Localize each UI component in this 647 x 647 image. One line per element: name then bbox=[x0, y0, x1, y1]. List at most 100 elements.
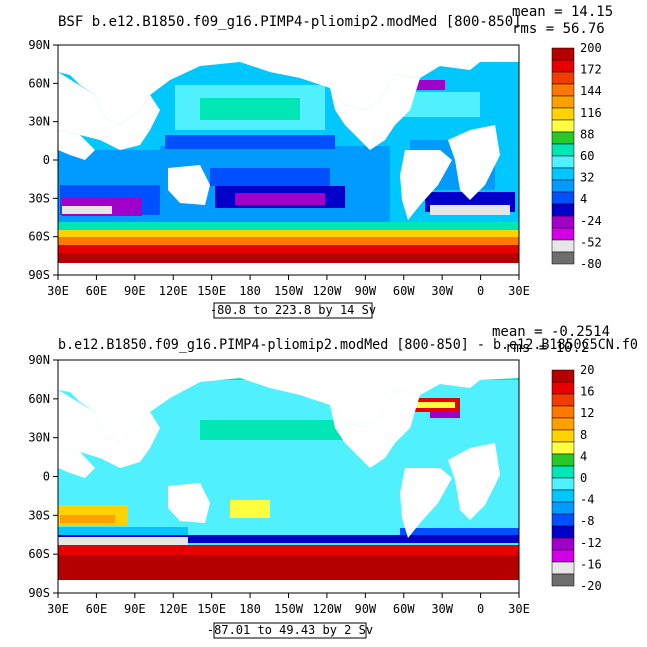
panel-top-map bbox=[58, 45, 519, 275]
panel-bottom-x-tick-label: 150W bbox=[274, 602, 304, 616]
panel-top: BSF b.e12.B1850.f09_g16.PIMP4-pliomip2.m… bbox=[28, 4, 613, 319]
panel-bottom-y-tick-label: 90S bbox=[28, 586, 50, 600]
panel-bottom-colorbar-label: 20 bbox=[580, 363, 594, 377]
panel-top-title: BSF b.e12.B1850.f09_g16.PIMP4-pliomip2.m… bbox=[58, 14, 522, 30]
panel-bottom-title: b.e12.B1850.f09_g16.PIMP4-pliomip2.modMe… bbox=[58, 337, 638, 353]
panel-top-colorbar-swatch bbox=[551, 47, 575, 61]
panel-top-colorbar-label: -52 bbox=[580, 235, 602, 249]
panel-top-colorbar-label: 172 bbox=[580, 63, 602, 77]
panel-top-y-tick-label: 90N bbox=[28, 38, 50, 52]
panel-bottom: b.e12.B1850.f09_g16.PIMP4-pliomip2.modMe… bbox=[28, 324, 638, 639]
panel-bottom-colorbar: 20 16 12 8 4 0 -4 -8 -12 -16 -20 bbox=[551, 363, 602, 593]
panel-top-colorbar-swatch bbox=[551, 71, 575, 85]
panel-top-colorbar-swatch bbox=[551, 95, 575, 109]
panel-bottom-x-tick-label: 180 bbox=[239, 602, 261, 616]
panel-bottom-x-tick-label: 120E bbox=[159, 602, 188, 616]
panel-top-info-box bbox=[213, 302, 373, 319]
panel-bottom-y-tick-label: 30N bbox=[28, 431, 50, 445]
panel-bottom-x-tick-label: 30W bbox=[431, 602, 453, 616]
panel-top-y-tick-label: 60S bbox=[28, 230, 50, 244]
panel-bottom-contour-info: -87.01 to 49.43 by 2 Sv bbox=[207, 623, 373, 637]
panel-bottom-y-tick-label: 60S bbox=[28, 547, 50, 561]
panel-bottom-colorbar-swatch bbox=[551, 405, 575, 419]
panel-bottom-x-tick-label: 60E bbox=[86, 602, 108, 616]
panel-top-x-tick-label: 90E bbox=[124, 284, 146, 298]
panel-top-stat-mean: mean = 14.15 bbox=[512, 4, 613, 20]
panel-bottom-colorbar-swatch bbox=[551, 561, 575, 575]
panel-top-x-tick-label: 60E bbox=[86, 284, 108, 298]
panel-bottom-stat-mean: mean = -0.2514 bbox=[492, 324, 610, 340]
panel-bottom-colorbar-swatch bbox=[551, 465, 575, 479]
panel-top-colorbar-swatch bbox=[551, 191, 575, 205]
panel-top-colorbar-swatch bbox=[551, 203, 575, 217]
panel-top-colorbar-swatch bbox=[551, 83, 575, 97]
panel-top-y-tick-label: 30S bbox=[28, 191, 50, 205]
panel-bottom-x-tick-label: 120W bbox=[312, 602, 342, 616]
panel-top-y-tick-label: 90S bbox=[28, 268, 50, 282]
panel-bottom-colorbar-label: 12 bbox=[580, 406, 594, 420]
panel-bottom-colorbar-label: 16 bbox=[580, 385, 594, 399]
panel-top-colorbar-swatch bbox=[551, 167, 575, 181]
panel-bottom-colorbar-swatch bbox=[551, 369, 575, 383]
panel-bottom-axes: 30E 60E 90E 120E 150E 180 150W 120W 90W 60W 30W 0 30… bbox=[28, 353, 530, 616]
panel-bottom-colorbar-swatch bbox=[551, 417, 575, 431]
panel-top-y-tick-label: 60N bbox=[28, 76, 50, 90]
panel-bottom-colorbar-swatch bbox=[551, 381, 575, 395]
panel-top-x-tick-label: 90W bbox=[354, 284, 376, 298]
panel-bottom-colorbar-label: 8 bbox=[580, 428, 587, 442]
panel-top-colorbar-label: 88 bbox=[580, 127, 594, 141]
panel-bottom-colorbar-label: 0 bbox=[580, 471, 587, 485]
panel-bottom-x-tick-label: 90E bbox=[124, 602, 146, 616]
panel-bottom-colorbar-swatch bbox=[551, 453, 575, 467]
panel-bottom-colorbar-swatch bbox=[551, 549, 575, 563]
panel-top-colorbar-swatch bbox=[551, 155, 575, 169]
panel-top-colorbar-swatch bbox=[551, 215, 575, 229]
panel-top-x-tick-label: 150E bbox=[197, 284, 226, 298]
panel-top-y-tick-label: 30N bbox=[28, 115, 50, 129]
panel-bottom-colorbar-swatch bbox=[551, 441, 575, 455]
panel-bottom-colorbar-label: -20 bbox=[580, 579, 602, 593]
panel-top-stat-rms: rms = 56.76 bbox=[512, 21, 605, 37]
panel-top-colorbar-label: -80 bbox=[580, 257, 602, 271]
panel-top-colorbar-swatch bbox=[551, 239, 575, 253]
panel-top-x-tick-label: 30E bbox=[508, 284, 530, 298]
panel-top-x-tick-label: 30E bbox=[47, 284, 69, 298]
panel-bottom-colorbar-swatch bbox=[551, 525, 575, 539]
panel-bottom-stat-rms: rms = 10.2 bbox=[505, 340, 589, 356]
panel-bottom-info-box bbox=[213, 622, 367, 639]
panel-top-colorbar-swatch bbox=[551, 143, 575, 157]
panel-bottom-colorbar-swatch bbox=[551, 429, 575, 443]
panel-top-colorbar-swatch bbox=[551, 59, 575, 73]
panel-bottom-colorbar-swatch bbox=[551, 489, 575, 503]
panel-bottom-x-tick-label: 0 bbox=[477, 602, 484, 616]
panel-bottom-colorbar-label: -8 bbox=[580, 514, 594, 528]
panel-top-colorbar-label: 116 bbox=[580, 106, 602, 120]
panel-bottom-y-tick-label: 30S bbox=[28, 508, 50, 522]
panel-top-colorbar-label: -24 bbox=[580, 214, 602, 228]
panel-top-x-tick-label: 0 bbox=[477, 284, 484, 298]
panel-top-colorbar-label: 4 bbox=[580, 192, 587, 206]
panel-bottom-colorbar-swatch bbox=[551, 393, 575, 407]
panel-bottom-colorbar-label: -16 bbox=[580, 557, 602, 571]
panel-top-colorbar-label: 32 bbox=[580, 171, 594, 185]
panel-top-x-tick-label: 150W bbox=[274, 284, 304, 298]
panel-bottom-colorbar-swatch bbox=[551, 573, 575, 587]
panel-bottom-x-tick-label: 90W bbox=[354, 602, 376, 616]
panel-top-colorbar-swatch bbox=[551, 251, 575, 265]
panel-top-colorbar-swatch bbox=[551, 227, 575, 241]
panel-bottom-x-tick-label: 60W bbox=[393, 602, 415, 616]
panel-top-x-tick-label: 120W bbox=[312, 284, 342, 298]
panel-top-colorbar-swatch bbox=[551, 131, 575, 145]
panel-bottom-colorbar-swatch bbox=[551, 501, 575, 515]
panel-bottom-y-tick-label: 0 bbox=[43, 470, 50, 484]
panel-top-colorbar-label: 144 bbox=[580, 84, 602, 98]
panel-bottom-colorbar-swatch bbox=[551, 477, 575, 491]
panel-bottom-colorbar-swatch bbox=[551, 513, 575, 527]
panel-bottom-x-tick-label: 30E bbox=[508, 602, 530, 616]
panel-top-colorbar-swatch bbox=[551, 119, 575, 133]
panel-top-colorbar: 200 172 144 116 88 60 32 4 -24 -52 -80 bbox=[551, 41, 602, 271]
panel-top-axes: 30E 60E 90E 120E 150E 180 150W 120W 90W 60W 30W 0 30… bbox=[28, 38, 530, 298]
panel-bottom-colorbar-label: -12 bbox=[580, 536, 602, 550]
panel-top-colorbar-swatch bbox=[551, 107, 575, 121]
